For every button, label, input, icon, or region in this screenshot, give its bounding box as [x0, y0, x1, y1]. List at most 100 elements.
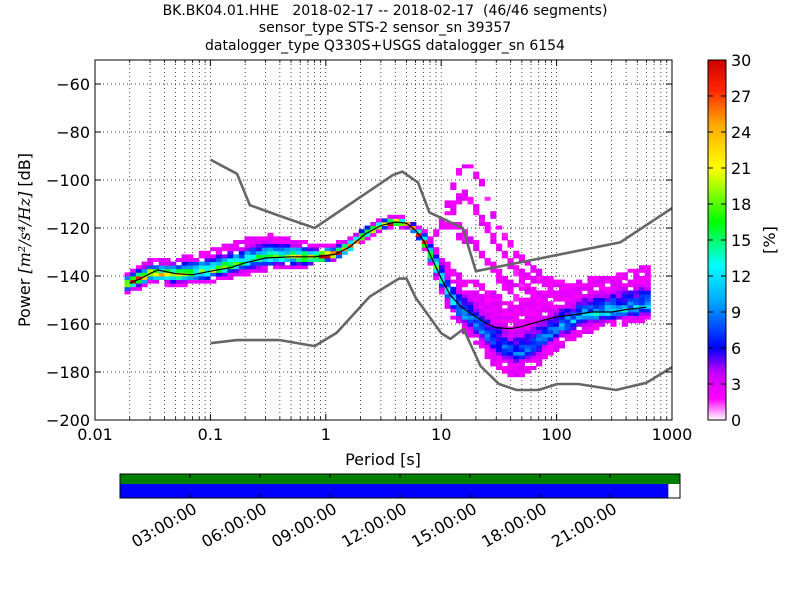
- density-bin: [153, 279, 160, 284]
- density-bin: [570, 326, 577, 331]
- density-bin: [450, 186, 457, 190]
- density-bin: [210, 247, 217, 252]
- density-bin: [541, 297, 548, 302]
- density-bin: [387, 218, 394, 223]
- probability-density: [124, 164, 651, 378]
- density-bin: [496, 358, 503, 363]
- density-bin: [278, 240, 285, 244]
- density-bin: [307, 261, 314, 266]
- colorbar: 0 3 6 9 12 15 18 21 24 27 30 [%]: [707, 51, 779, 430]
- density-bin: [204, 276, 211, 280]
- density-bin: [393, 218, 400, 223]
- density-bin: [404, 225, 411, 230]
- density-bin: [547, 319, 554, 324]
- density-bin: [210, 258, 217, 262]
- density-bin: [450, 294, 457, 298]
- density-bin: [427, 236, 434, 241]
- density-bin: [221, 268, 228, 273]
- density-bin: [456, 294, 463, 298]
- density-bin: [593, 294, 600, 298]
- density-bin: [290, 258, 297, 262]
- density-bin: [513, 312, 520, 316]
- density-bin: [284, 250, 291, 255]
- density-bin: [553, 344, 560, 349]
- density-bin: [518, 351, 525, 356]
- density-bin: [564, 326, 571, 331]
- density-bin: [484, 229, 491, 234]
- density-bin: [456, 276, 463, 280]
- density-bin: [175, 276, 182, 280]
- density-bin: [490, 333, 497, 338]
- density-bin: [450, 272, 457, 277]
- density-bin: [467, 315, 474, 320]
- density-bin: [507, 344, 514, 349]
- density-bin: [564, 286, 571, 291]
- colorbar-tick-label: 15: [731, 231, 751, 250]
- density-bin: [347, 240, 354, 244]
- density-bin: [478, 308, 485, 313]
- density-bin: [215, 254, 222, 259]
- density-bin: [490, 261, 497, 266]
- density-bin: [124, 286, 131, 291]
- density-bin: [501, 276, 508, 280]
- density-bin: [267, 232, 274, 237]
- density-bin: [193, 268, 200, 273]
- density-bin: [370, 232, 377, 237]
- density-bin: [633, 297, 640, 302]
- density-bin: [273, 258, 280, 262]
- density-bin: [530, 340, 537, 345]
- density-bin: [387, 225, 394, 230]
- density-bin: [547, 301, 554, 306]
- density-bin: [576, 315, 583, 320]
- density-bin: [181, 279, 188, 284]
- density-bin: [370, 225, 377, 230]
- density-bin: [581, 297, 588, 302]
- y-tick-label: −120: [46, 219, 90, 238]
- density-bin: [438, 276, 445, 280]
- density-bin: [616, 315, 623, 320]
- colorbar-tick-label: 27: [731, 87, 751, 106]
- density-bin: [473, 283, 480, 288]
- density-bin: [421, 229, 428, 234]
- density-bin: [610, 286, 617, 291]
- density-bin: [518, 366, 525, 370]
- density-bin: [490, 308, 497, 313]
- density-bin: [536, 294, 543, 298]
- density-bin: [244, 254, 251, 259]
- density-bin: [290, 250, 297, 255]
- density-bin: [518, 340, 525, 345]
- density-bin: [501, 286, 508, 291]
- density-bin: [433, 272, 440, 277]
- x-tick-label: 10: [431, 425, 451, 444]
- density-bin: [255, 265, 262, 270]
- density-bin: [599, 319, 606, 324]
- density-bin: [547, 326, 554, 331]
- density-bin: [564, 283, 571, 288]
- density-bin: [581, 330, 588, 334]
- density-bin: [478, 182, 485, 187]
- density-bin: [507, 319, 514, 324]
- density-bin: [170, 272, 177, 277]
- density-bin: [364, 232, 371, 237]
- density-bin: [496, 333, 503, 338]
- density-bin: [416, 225, 423, 230]
- density-bin: [461, 279, 468, 284]
- density-bin: [198, 265, 205, 270]
- density-bin: [170, 265, 177, 270]
- density-bin: [450, 304, 457, 309]
- density-bin: [627, 268, 634, 273]
- density-bin: [478, 301, 485, 306]
- density-bin: [330, 247, 337, 252]
- density-bin: [518, 301, 525, 306]
- density-bin: [644, 312, 651, 316]
- density-bin: [513, 337, 520, 342]
- density-bin: [513, 272, 520, 277]
- density-bin: [398, 222, 405, 226]
- density-bin: [513, 355, 520, 360]
- density-bin: [215, 247, 222, 252]
- density-bin: [639, 319, 646, 324]
- density-bin: [604, 297, 611, 302]
- density-bin: [393, 214, 400, 219]
- density-bin: [553, 340, 560, 345]
- density-bin: [284, 240, 291, 244]
